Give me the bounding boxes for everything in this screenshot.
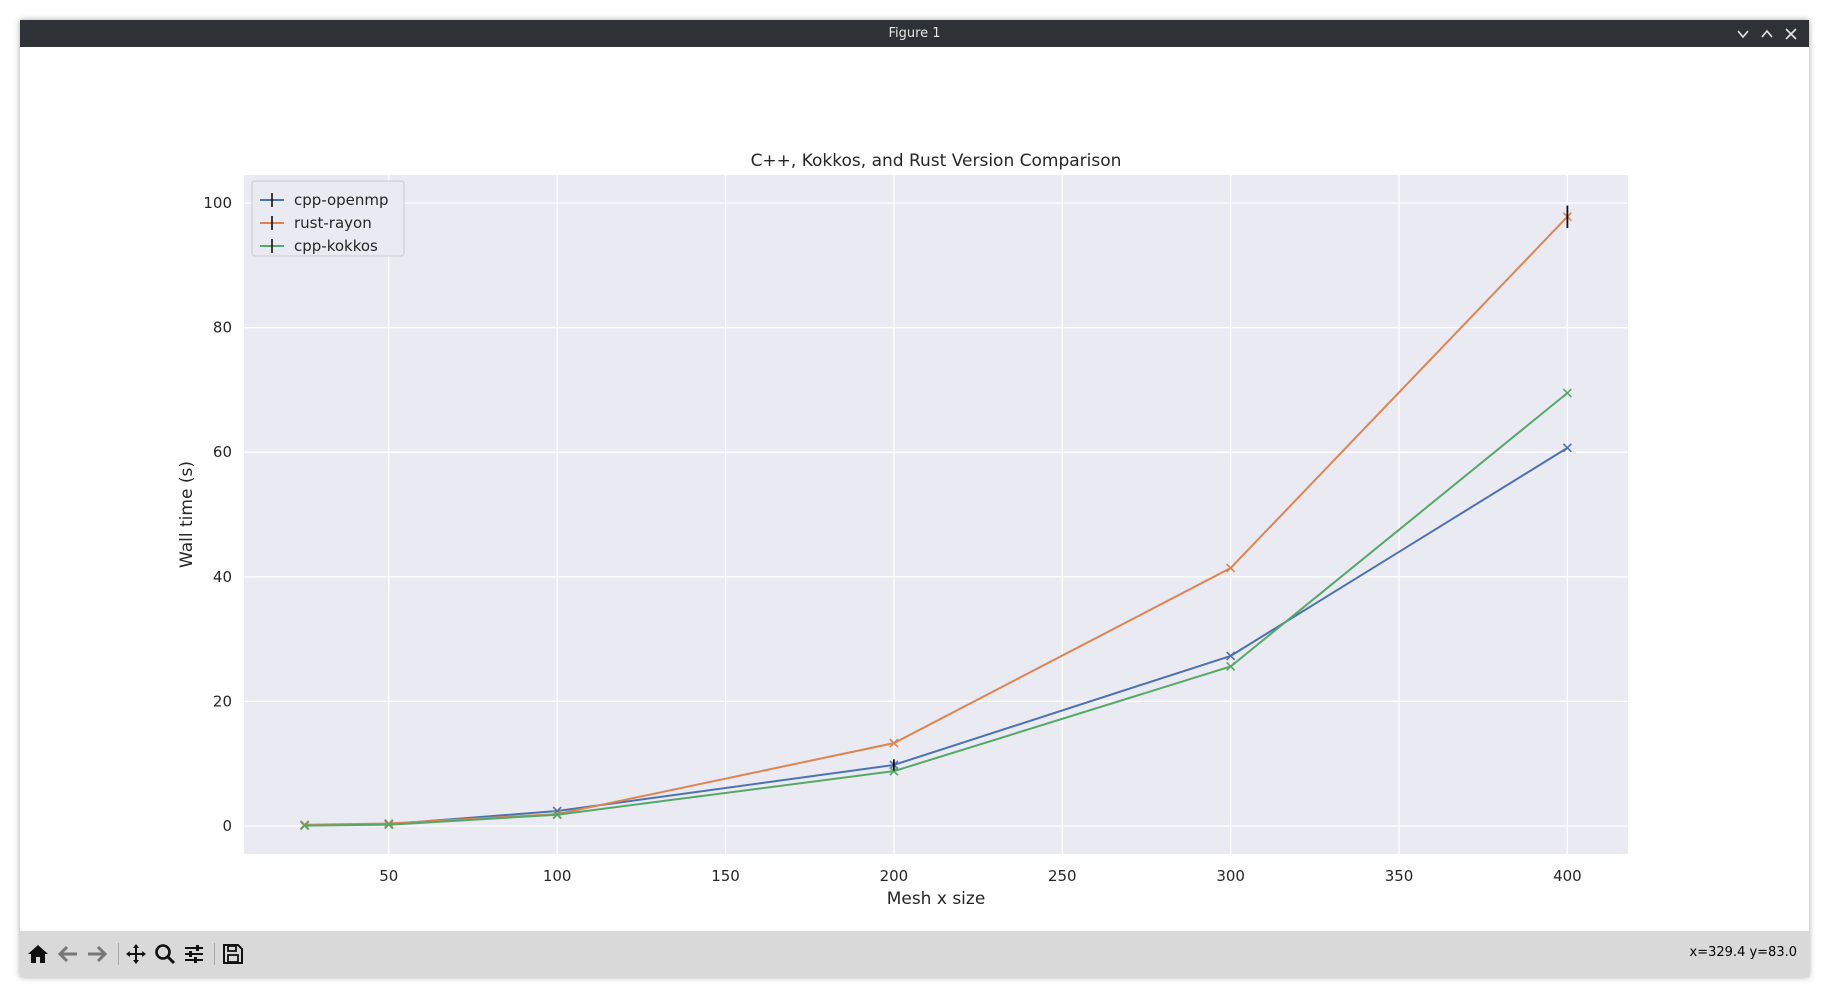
series-line-cpp-kokkos	[304, 392, 1569, 827]
chart-title: C++, Kokkos, and Rust Version Comparison	[751, 151, 1122, 171]
legend-entry-cpp-openmp: cpp-openmp	[260, 191, 389, 209]
x-tick-label: 50	[379, 867, 398, 885]
title-bar: Figure 1	[20, 20, 1809, 47]
save-button[interactable]	[219, 940, 247, 968]
data-point-cpp-kokkos	[552, 810, 562, 820]
data-point-cpp-kokkos	[889, 766, 899, 776]
x-tick-label: 250	[1048, 867, 1077, 885]
navigation-toolbar: x=329.4 y=83.0	[20, 931, 1809, 977]
chevron-down-icon	[1737, 30, 1749, 39]
close-icon	[1785, 28, 1797, 40]
legend-label: cpp-openmp	[294, 191, 389, 209]
configure-subplots-button[interactable]	[180, 940, 208, 968]
y-tick-label: 0	[222, 817, 232, 835]
series-line-rust-rayon	[304, 216, 1569, 826]
y-tick-label: 40	[213, 568, 232, 586]
pan-icon	[126, 944, 146, 964]
zoom-icon	[155, 944, 176, 965]
home-icon	[28, 945, 48, 963]
data-point-cpp-openmp	[1562, 443, 1572, 453]
back-button[interactable]	[54, 940, 82, 968]
y-tick-label: 60	[213, 443, 232, 461]
zoom-button[interactable]	[151, 940, 179, 968]
pan-button[interactable]	[122, 940, 150, 968]
data-point-cpp-kokkos	[384, 820, 394, 830]
maximize-button[interactable]	[1755, 20, 1779, 47]
data-point-cpp-kokkos	[1226, 661, 1236, 672]
legend-box	[251, 180, 405, 257]
y-tick-label: 80	[213, 319, 232, 337]
data-point-cpp-kokkos	[300, 821, 310, 831]
y-axis-label: Wall time (s)	[177, 461, 197, 568]
minimize-button[interactable]	[1731, 20, 1755, 47]
data-point-cpp-openmp	[1226, 651, 1236, 661]
configure-icon	[185, 945, 203, 963]
plot-background	[244, 175, 1628, 854]
back-icon	[57, 945, 77, 963]
line-chart: 50 100 150 200 250 300 350 400 0 20 40 60 80 100 C++, …	[177, 151, 1628, 909]
home-button[interactable]	[24, 940, 52, 968]
close-button[interactable]	[1779, 20, 1803, 47]
save-icon	[223, 944, 243, 964]
x-tick-label: 150	[711, 867, 740, 885]
data-point-rust-rayon	[1226, 563, 1236, 573]
x-axis-label: Mesh x size	[887, 889, 986, 909]
toolbar-separator	[118, 943, 119, 965]
toolbar-separator	[214, 943, 215, 965]
legend-entry-rust-rayon: rust-rayon	[260, 214, 372, 232]
y-tick-label: 20	[213, 692, 232, 710]
data-point-rust-rayon	[889, 738, 899, 748]
y-tick-label: 100	[203, 194, 232, 212]
x-tick-label: 400	[1553, 867, 1582, 885]
figure-canvas[interactable]: 50 100 150 200 250 300 350 400 0 20 40 60 80 100 C++, …	[20, 47, 1809, 931]
legend-entry-cpp-kokkos: cpp-kokkos	[260, 237, 378, 255]
window-title: Figure 1	[888, 26, 941, 41]
cursor-coordinates: x=329.4 y=83.0	[1689, 945, 1797, 960]
data-point-cpp-kokkos	[1562, 388, 1572, 398]
data-point-rust-rayon	[384, 818, 394, 829]
x-tick-label: 350	[1385, 867, 1414, 885]
figure-window: Figure 1 50 100 150 200 250 300 350 400 0 20 40 60 8…	[20, 20, 1809, 977]
legend-label: cpp-kokkos	[294, 237, 378, 255]
chevron-up-icon	[1761, 29, 1773, 38]
x-tick-label: 100	[543, 867, 572, 885]
forward-button[interactable]	[83, 940, 111, 968]
x-tick-label: 300	[1216, 867, 1245, 885]
forward-icon	[88, 945, 108, 963]
legend-label: rust-rayon	[294, 214, 372, 232]
x-tick-label: 200	[880, 867, 909, 885]
